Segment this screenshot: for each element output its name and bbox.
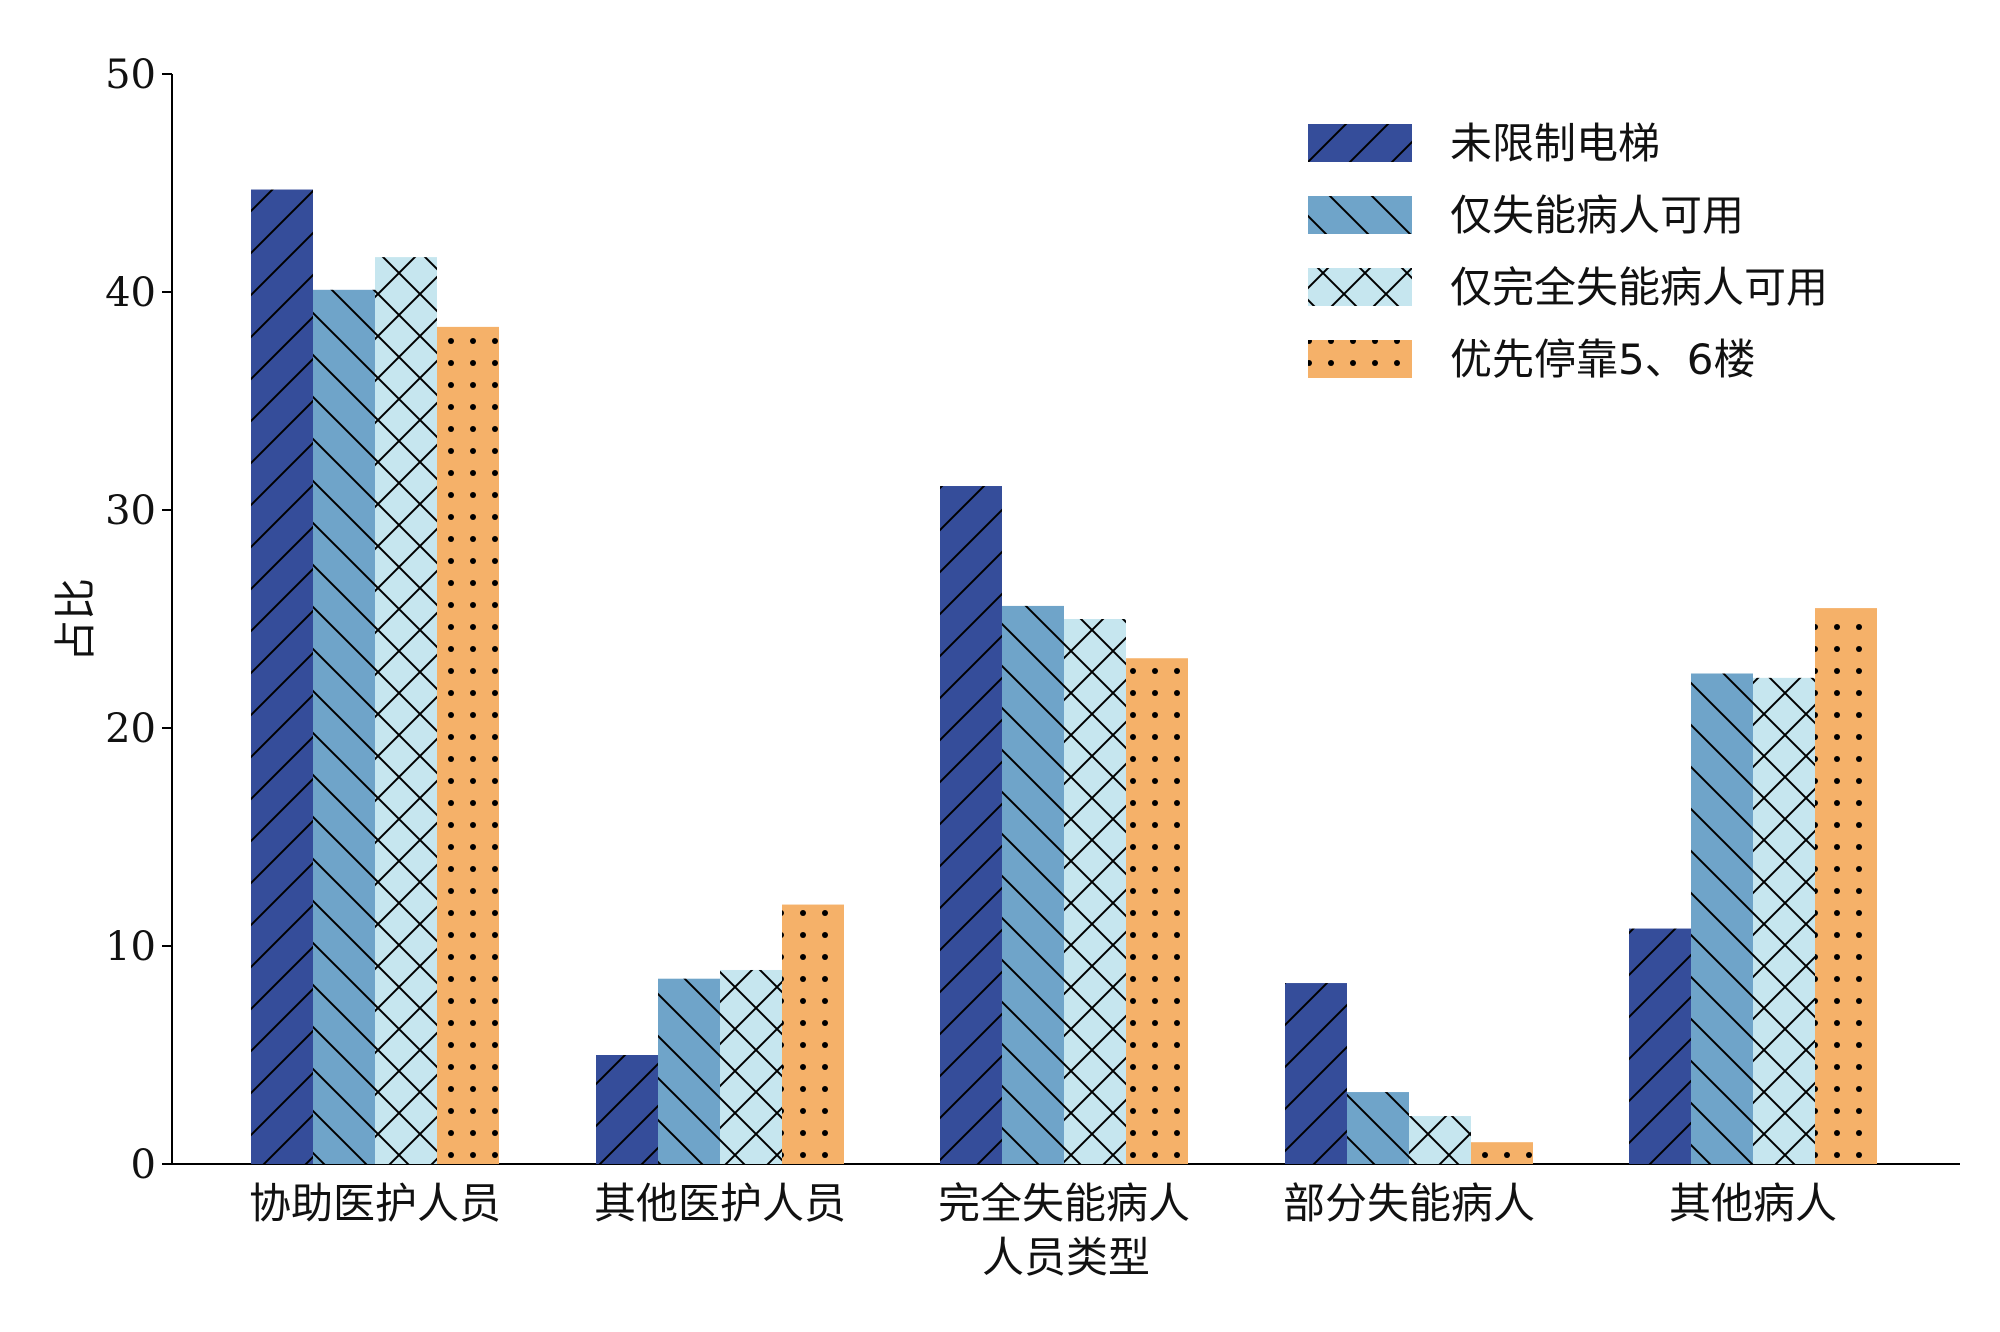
- legend-swatch-pattern-3: [1308, 268, 1412, 306]
- x-tick-label: 完全失能病人: [938, 1179, 1190, 1228]
- x-tick-label: 部分失能病人: [1283, 1179, 1535, 1228]
- legend-label-4: 优先停靠5、6楼: [1450, 335, 1755, 384]
- bar-pattern-5-series-1: [1629, 928, 1691, 1164]
- bar-pattern-5-series-2: [1691, 673, 1753, 1164]
- legend-swatch-pattern-4: [1308, 340, 1412, 378]
- bar-pattern-1-series-2: [313, 289, 375, 1164]
- bar-pattern-3-series-2: [1002, 605, 1064, 1164]
- y-tick-label: 10: [105, 924, 156, 970]
- bar-pattern-2-series-4: [782, 904, 844, 1164]
- y-tick-label: 40: [105, 270, 156, 316]
- bar-pattern-3-series-1: [940, 486, 1002, 1164]
- legend-label-1: 未限制电梯: [1450, 119, 1660, 168]
- bar-pattern-2-series-2: [658, 978, 720, 1164]
- legend-swatch-pattern-2: [1308, 196, 1412, 234]
- y-tick-label: 30: [105, 488, 156, 534]
- y-tick-label: 50: [105, 52, 156, 98]
- legend-label-2: 仅失能病人可用: [1450, 191, 1744, 240]
- bar-pattern-4-series-3: [1409, 1116, 1471, 1164]
- x-tick-label: 其他病人: [1669, 1179, 1837, 1228]
- bar-pattern-4-series-2: [1347, 1092, 1409, 1164]
- x-tick-label: 协助医护人员: [249, 1179, 501, 1228]
- bar-pattern-4-series-4: [1471, 1142, 1533, 1164]
- legend-label-3: 仅完全失能病人可用: [1450, 263, 1828, 312]
- bar-pattern-5-series-4: [1815, 608, 1877, 1164]
- bar-pattern-4-series-1: [1285, 983, 1347, 1164]
- bar-pattern-1-series-3: [375, 257, 437, 1164]
- bar-pattern-2-series-3: [720, 969, 782, 1164]
- x-tick-labels: 协助医护人员 其他医护人员 完全失能病人 部分失能病人 其他病人: [249, 1179, 1837, 1228]
- bar-pattern-3-series-4: [1126, 658, 1188, 1164]
- bar-pattern-2-series-1: [596, 1055, 658, 1164]
- bar-pattern-3-series-3: [1064, 619, 1126, 1164]
- y-tick-label: 20: [105, 706, 156, 752]
- x-tick-label: 其他医护人员: [594, 1179, 846, 1228]
- bar-pattern-1-series-1: [251, 189, 313, 1165]
- x-axis-title: 人员类型: [982, 1233, 1150, 1282]
- y-axis-title: 占比: [51, 578, 100, 662]
- legend-swatch-pattern-1: [1308, 124, 1412, 162]
- y-ticks: 0 10 20 30 40 50: [105, 52, 172, 1188]
- bar-pattern-1-series-4: [437, 326, 499, 1164]
- y-tick-label: 0: [131, 1142, 156, 1188]
- bar-pattern-5-series-3: [1753, 677, 1815, 1164]
- bars: [251, 189, 1877, 1165]
